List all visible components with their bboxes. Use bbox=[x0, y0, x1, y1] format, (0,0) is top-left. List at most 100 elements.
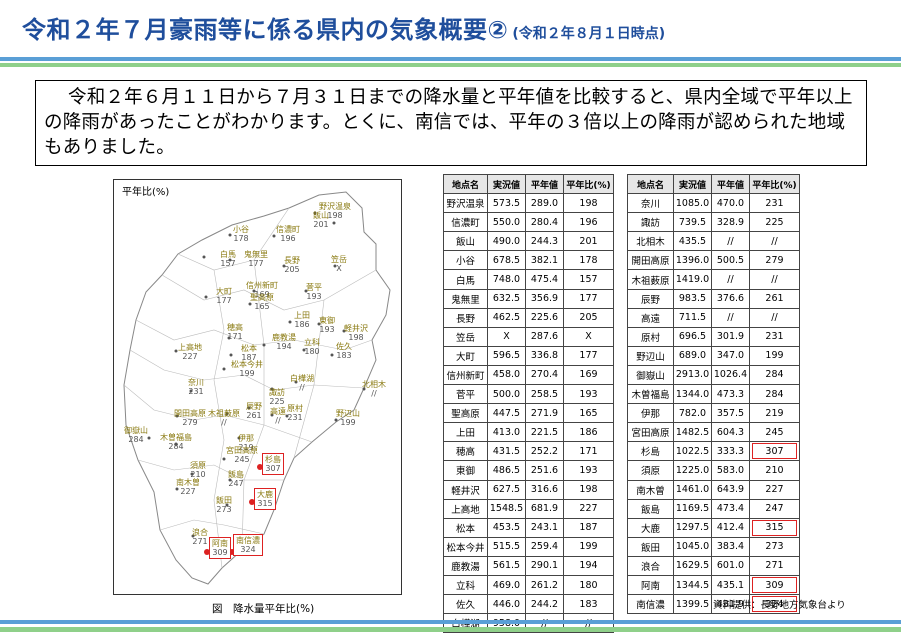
cell-ratio: 171 bbox=[563, 441, 614, 462]
cell-normal: 244.2 bbox=[525, 594, 564, 615]
cell-actual: 1629.5 bbox=[673, 555, 712, 576]
table-row: 木祖薮原 1419.0//// bbox=[627, 269, 800, 290]
table-row: 高遠 711.5//// bbox=[627, 307, 800, 328]
cell-station: 須原 bbox=[627, 460, 674, 481]
map-station: 飯田 273 bbox=[216, 496, 232, 514]
cell-station: 北相木 bbox=[627, 231, 674, 252]
map-station-highlight: 大鹿 315 bbox=[254, 488, 276, 510]
cell-ratio: 284 bbox=[749, 384, 800, 405]
cell-normal: 643.9 bbox=[711, 479, 750, 500]
map-station-highlight: 阿南 309 bbox=[209, 537, 231, 559]
map-station: 原村 231 bbox=[287, 404, 303, 422]
cell-normal: 500.5 bbox=[711, 250, 750, 271]
cell-normal: 244.3 bbox=[525, 231, 564, 252]
map-station: 木祖薮原// bbox=[208, 409, 240, 427]
table-row: 諏訪 739.5 328.9 225 bbox=[627, 212, 800, 233]
table-row: 辰野 983.5 376.6 261 bbox=[627, 288, 800, 309]
cell-ratio: 180 bbox=[563, 574, 614, 596]
cell-station: 阿南 bbox=[627, 574, 674, 596]
cell-actual: 627.5 bbox=[487, 479, 526, 500]
cell-actual: 447.5 bbox=[487, 403, 526, 424]
cell-station: 菅平 bbox=[443, 384, 488, 405]
cell-ratio: 183 bbox=[563, 594, 614, 615]
map-station: 菅平 193 bbox=[306, 283, 322, 301]
cell-normal: 470.0 bbox=[711, 193, 750, 214]
cell-normal: 336.8 bbox=[525, 345, 564, 366]
cell-actual: 711.5 bbox=[673, 307, 712, 328]
cell-normal: 328.9 bbox=[711, 212, 750, 233]
cell-station: 飯山 bbox=[443, 231, 488, 252]
cell-ratio-value: 315 bbox=[765, 522, 784, 534]
cell-station: 奈川 bbox=[627, 193, 674, 214]
map-station: 飯山 201 bbox=[313, 211, 329, 229]
table-row: 聖高原 447.5 271.9 165 bbox=[443, 403, 614, 424]
cell-ratio: // bbox=[749, 269, 800, 290]
cell-normal: 259.4 bbox=[525, 536, 564, 557]
cell-ratio: 271 bbox=[749, 555, 800, 576]
map-station: 信濃町 196 bbox=[276, 225, 300, 243]
cell-actual: 596.5 bbox=[487, 345, 526, 366]
cell-ratio: 273 bbox=[749, 536, 800, 557]
map-station-highlight: 南信濃 324 bbox=[233, 534, 263, 556]
table-row: 佐久 446.0 244.2 183 bbox=[443, 594, 614, 615]
summary-text: 令和２年６月１１日から７月３１日までの降水量と平年値を比較すると、県内全域で平年… bbox=[44, 87, 853, 158]
cell-actual: 500.0 bbox=[487, 384, 526, 405]
table-row: 宮田高原 1482.5 604.3 245 bbox=[627, 422, 800, 443]
cell-station: 開田高原 bbox=[627, 250, 674, 271]
cell-station: 宮田高原 bbox=[627, 422, 674, 443]
cell-ratio: 199 bbox=[563, 536, 614, 557]
cell-actual: 1399.5 bbox=[673, 594, 712, 615]
cell-station: 軽井沢 bbox=[443, 479, 488, 500]
cell-station: 信濃町 bbox=[443, 212, 488, 233]
cell-normal: // bbox=[711, 231, 750, 252]
table-row: 鬼無里 632.5 356.9 177 bbox=[443, 288, 614, 309]
map-outline bbox=[123, 191, 391, 585]
cell-station: 穂高 bbox=[443, 441, 488, 462]
cell-ratio: 231 bbox=[749, 326, 800, 347]
cell-normal: 333.3 bbox=[711, 441, 750, 462]
cell-normal: 347.0 bbox=[711, 345, 750, 366]
precipitation-map: 平年比(%) 野沢温泉 198 飯山 201 信濃町 196 小谷 178 笠岳 X 白馬… bbox=[113, 179, 402, 595]
cell-ratio: 307 bbox=[749, 441, 800, 462]
table-row: 笠岳 X 287.6 X bbox=[443, 326, 614, 347]
map-station: 諏訪 225 bbox=[269, 388, 285, 406]
title-date: (令和２年８月１日時点) bbox=[512, 26, 666, 42]
cell-normal: 252.2 bbox=[525, 441, 564, 462]
table-row: 信濃町 550.0 280.4 196 bbox=[443, 212, 614, 233]
cell-ratio-value: 309 bbox=[765, 579, 784, 591]
cell-actual: 696.5 bbox=[673, 326, 712, 347]
cell-normal: 290.1 bbox=[525, 555, 564, 576]
cell-actual: 1022.5 bbox=[673, 441, 712, 462]
data-source: 資料提供：長野地方気象台より bbox=[713, 600, 846, 611]
table-row: 原村 696.5 301.9 231 bbox=[627, 326, 800, 347]
cell-station: 松本今井 bbox=[443, 536, 488, 557]
map-station: 白樺湖// bbox=[290, 374, 314, 392]
cell-actual: 469.0 bbox=[487, 574, 526, 596]
cell-ratio: 186 bbox=[563, 422, 614, 443]
cell-station: 上田 bbox=[443, 422, 488, 443]
table-row: 北相木 435.5//// bbox=[627, 231, 800, 252]
cell-ratio: 169 bbox=[563, 364, 614, 386]
cell-ratio: 177 bbox=[563, 288, 614, 309]
cell-ratio: 247 bbox=[749, 498, 800, 519]
map-station: 鹿教湯 194 bbox=[272, 333, 296, 351]
cell-station: 大鹿 bbox=[627, 517, 674, 538]
map-station: 宮田高原 245 bbox=[226, 446, 258, 464]
table-row: 穂高 431.5 252.2 171 bbox=[443, 441, 614, 462]
cell-actual: 515.5 bbox=[487, 536, 526, 557]
table-row: 飯山 490.0 244.3 201 bbox=[443, 231, 614, 252]
cell-normal: 473.3 bbox=[711, 384, 750, 405]
cell-actual: 413.0 bbox=[487, 422, 526, 443]
cell-station: 浪合 bbox=[627, 555, 674, 576]
cell-actual: 782.0 bbox=[673, 403, 712, 424]
table-row: 須原 1225.0 583.0 210 bbox=[627, 460, 800, 481]
precipitation-table-right: 地点名 実況値 平年値 平年比(%) 奈川 1085.0 470.0 231 諏訪 739… bbox=[627, 173, 800, 615]
cell-station: 野辺山 bbox=[627, 345, 674, 366]
cell-actual: 678.5 bbox=[487, 250, 526, 271]
cell-ratio: 196 bbox=[563, 212, 614, 233]
cell-ratio: 201 bbox=[563, 231, 614, 252]
cell-actual: 1225.0 bbox=[673, 460, 712, 481]
map-station: 野沢温泉 198 bbox=[319, 202, 351, 220]
cell-ratio: 231 bbox=[749, 193, 800, 214]
cell-ratio: 198 bbox=[563, 193, 614, 214]
